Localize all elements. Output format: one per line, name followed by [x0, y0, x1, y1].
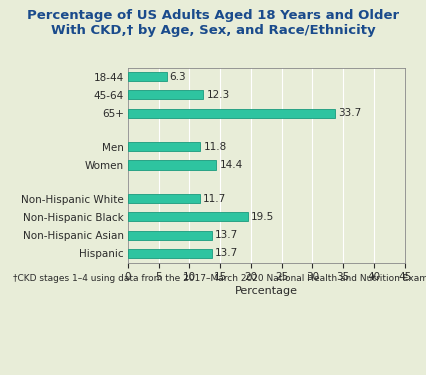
- Bar: [128, 231, 212, 240]
- Bar: [128, 90, 204, 99]
- X-axis label: Percentage: Percentage: [235, 286, 298, 296]
- Text: 6.3: 6.3: [170, 72, 186, 82]
- Bar: [128, 108, 335, 118]
- Text: 13.7: 13.7: [215, 230, 239, 240]
- Bar: [128, 142, 200, 152]
- Bar: [128, 160, 216, 170]
- Text: Percentage of US Adults Aged 18 Years and Older: Percentage of US Adults Aged 18 Years an…: [27, 9, 399, 22]
- Text: 19.5: 19.5: [251, 212, 274, 222]
- Text: 11.8: 11.8: [204, 142, 227, 152]
- Bar: [128, 212, 248, 222]
- Text: 14.4: 14.4: [219, 160, 243, 170]
- Bar: [128, 249, 212, 258]
- Text: †CKD stages 1–4 using data from the 2017–March 2020 National Health and Nutritio: †CKD stages 1–4 using data from the 2017…: [13, 274, 426, 283]
- Text: 13.7: 13.7: [215, 248, 239, 258]
- Text: With CKD,† by Age, Sex, and Race/Ethnicity: With CKD,† by Age, Sex, and Race/Ethnici…: [51, 24, 375, 38]
- Bar: [128, 194, 200, 203]
- Bar: [128, 72, 167, 81]
- Text: 12.3: 12.3: [207, 90, 230, 100]
- Text: 11.7: 11.7: [203, 194, 226, 204]
- Text: 33.7: 33.7: [338, 108, 362, 118]
